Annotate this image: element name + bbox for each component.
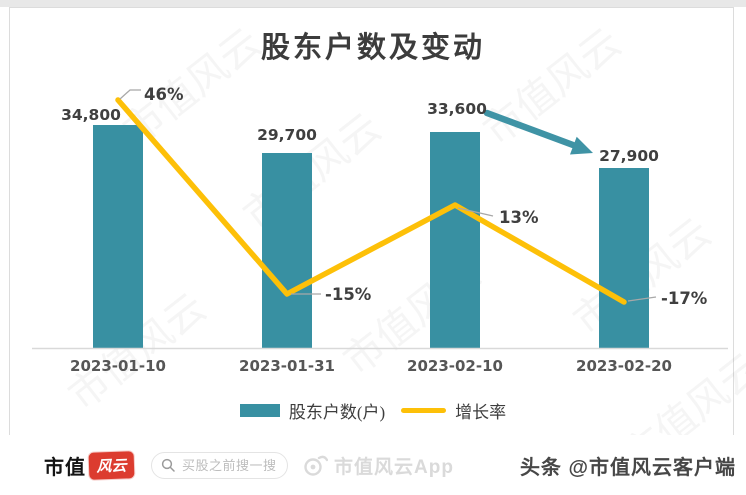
bar-2023-02-20 bbox=[599, 168, 649, 348]
pct-label: 46% bbox=[144, 85, 184, 104]
legend-line-label: 增长率 bbox=[455, 403, 507, 422]
decline-arrow-icon bbox=[483, 109, 593, 155]
bar-value-label: 34,800 bbox=[61, 106, 121, 124]
bar-series bbox=[93, 125, 649, 348]
pct-label: -17% bbox=[661, 289, 708, 308]
leader-line-m17pct bbox=[627, 296, 657, 302]
bar-value-label: 27,900 bbox=[599, 147, 659, 165]
pct-label: 13% bbox=[499, 208, 539, 227]
app-watermark-label: 市值风云App bbox=[334, 456, 454, 478]
bar-value-label: 29,700 bbox=[257, 126, 317, 144]
x-axis-label: 2023-02-20 bbox=[576, 357, 672, 375]
bar-2023-01-31 bbox=[262, 153, 312, 348]
footer-bar: 市值 风云 市值风云App 头条 @市值风云客户端 bbox=[0, 435, 746, 495]
bar-2023-01-10 bbox=[93, 125, 143, 348]
x-axis-label: 2023-01-31 bbox=[239, 357, 335, 375]
weibo-icon bbox=[304, 455, 328, 476]
search-box[interactable] bbox=[151, 451, 288, 479]
combo-chart: 34,800 29,700 33,600 27,900 46% -15% 13%… bbox=[32, 85, 728, 375]
chart-legend: 股东户数(户) 增长率 bbox=[0, 398, 746, 423]
x-axis-label: 2023-01-10 bbox=[70, 357, 166, 375]
bar-2023-02-10 bbox=[430, 132, 480, 348]
search-icon bbox=[161, 458, 175, 472]
bar-value-label: 33,600 bbox=[427, 100, 487, 118]
brand-name: 市值 bbox=[44, 456, 86, 479]
pct-label: -15% bbox=[325, 285, 372, 304]
x-axis-label: 2023-02-10 bbox=[407, 357, 503, 375]
app-watermark: 市值风云App bbox=[302, 452, 454, 479]
growth-rate-line bbox=[115, 97, 627, 305]
legend-bar-swatch bbox=[239, 404, 280, 417]
window-top-strip bbox=[0, 0, 746, 7]
fengyun-seal: 风云 bbox=[88, 450, 135, 480]
legend-line-swatch bbox=[401, 408, 447, 413]
leader-line-46pct bbox=[119, 89, 141, 100]
search-input[interactable] bbox=[180, 456, 284, 474]
chart-title: 股东户数及变动 bbox=[260, 32, 485, 64]
legend-bar-label: 股东户数(户) bbox=[288, 403, 386, 422]
leader-line-13pct bbox=[457, 207, 494, 217]
toutiao-handle: 头条 @市值风云客户端 bbox=[519, 456, 736, 479]
